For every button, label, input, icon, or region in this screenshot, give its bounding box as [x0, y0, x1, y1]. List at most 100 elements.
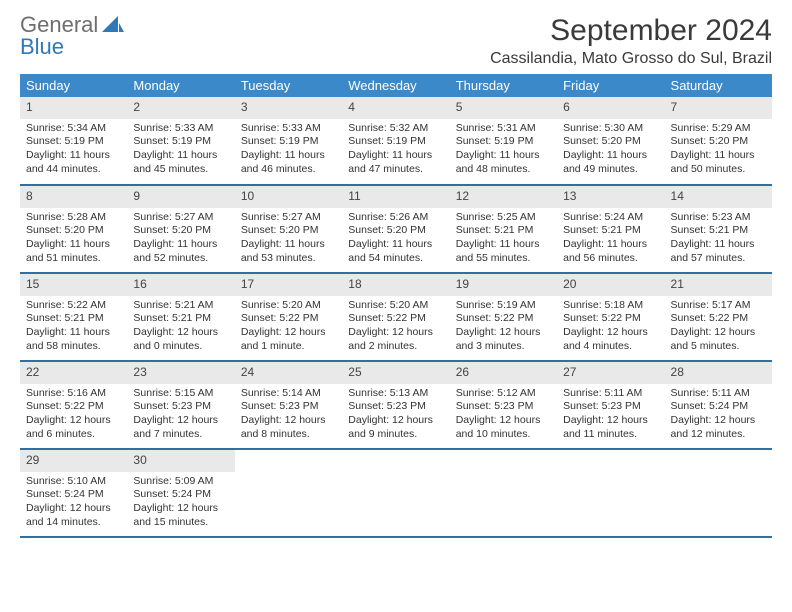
calendar-cell	[665, 449, 772, 537]
day-header: Monday	[127, 74, 234, 97]
sunrise-text: Sunrise: 5:20 AM	[241, 299, 336, 313]
daylight-text: Daylight: 12 hours and 0 minutes.	[133, 326, 228, 353]
cell-body: Sunrise: 5:20 AMSunset: 5:22 PMDaylight:…	[235, 296, 342, 360]
cell-body: Sunrise: 5:20 AMSunset: 5:22 PMDaylight:…	[342, 296, 449, 360]
cell-body: Sunrise: 5:22 AMSunset: 5:21 PMDaylight:…	[20, 296, 127, 360]
cell-body: Sunrise: 5:11 AMSunset: 5:24 PMDaylight:…	[665, 384, 772, 448]
calendar-cell: 4Sunrise: 5:32 AMSunset: 5:19 PMDaylight…	[342, 97, 449, 185]
sunset-text: Sunset: 5:22 PM	[456, 312, 551, 326]
calendar-week: 29Sunrise: 5:10 AMSunset: 5:24 PMDayligh…	[20, 449, 772, 537]
cell-body: Sunrise: 5:21 AMSunset: 5:21 PMDaylight:…	[127, 296, 234, 360]
day-number: 20	[557, 274, 664, 296]
sunset-text: Sunset: 5:21 PM	[563, 224, 658, 238]
sunrise-text: Sunrise: 5:28 AM	[26, 211, 121, 225]
daylight-text: Daylight: 11 hours and 57 minutes.	[671, 238, 766, 265]
daylight-text: Daylight: 12 hours and 5 minutes.	[671, 326, 766, 353]
cell-body: Sunrise: 5:12 AMSunset: 5:23 PMDaylight:…	[450, 384, 557, 448]
daylight-text: Daylight: 12 hours and 3 minutes.	[456, 326, 551, 353]
calendar-cell: 6Sunrise: 5:30 AMSunset: 5:20 PMDaylight…	[557, 97, 664, 185]
sunrise-text: Sunrise: 5:27 AM	[133, 211, 228, 225]
calendar-cell: 29Sunrise: 5:10 AMSunset: 5:24 PMDayligh…	[20, 449, 127, 537]
sunset-text: Sunset: 5:21 PM	[26, 312, 121, 326]
daylight-text: Daylight: 12 hours and 10 minutes.	[456, 414, 551, 441]
header: General Blue September 2024 Cassilandia,…	[20, 14, 772, 68]
day-header: Thursday	[450, 74, 557, 97]
day-number: 25	[342, 362, 449, 384]
sunrise-text: Sunrise: 5:13 AM	[348, 387, 443, 401]
calendar-week: 22Sunrise: 5:16 AMSunset: 5:22 PMDayligh…	[20, 361, 772, 449]
calendar-week: 15Sunrise: 5:22 AMSunset: 5:21 PMDayligh…	[20, 273, 772, 361]
day-number: 6	[557, 97, 664, 119]
sunset-text: Sunset: 5:23 PM	[456, 400, 551, 414]
sunset-text: Sunset: 5:22 PM	[348, 312, 443, 326]
calendar-cell: 11Sunrise: 5:26 AMSunset: 5:20 PMDayligh…	[342, 185, 449, 273]
calendar-body: 1Sunrise: 5:34 AMSunset: 5:19 PMDaylight…	[20, 97, 772, 537]
sunrise-text: Sunrise: 5:22 AM	[26, 299, 121, 313]
daylight-text: Daylight: 11 hours and 53 minutes.	[241, 238, 336, 265]
cell-body: Sunrise: 5:10 AMSunset: 5:24 PMDaylight:…	[20, 472, 127, 536]
sunrise-text: Sunrise: 5:20 AM	[348, 299, 443, 313]
sunset-text: Sunset: 5:19 PM	[348, 135, 443, 149]
logo-text-top: General	[20, 14, 98, 36]
calendar-cell: 30Sunrise: 5:09 AMSunset: 5:24 PMDayligh…	[127, 449, 234, 537]
cell-body: Sunrise: 5:17 AMSunset: 5:22 PMDaylight:…	[665, 296, 772, 360]
calendar-cell: 9Sunrise: 5:27 AMSunset: 5:20 PMDaylight…	[127, 185, 234, 273]
calendar-cell: 17Sunrise: 5:20 AMSunset: 5:22 PMDayligh…	[235, 273, 342, 361]
day-header: Tuesday	[235, 74, 342, 97]
daylight-text: Daylight: 11 hours and 47 minutes.	[348, 149, 443, 176]
calendar-cell: 27Sunrise: 5:11 AMSunset: 5:23 PMDayligh…	[557, 361, 664, 449]
logo-sail-icon	[102, 16, 124, 34]
day-number: 18	[342, 274, 449, 296]
sunset-text: Sunset: 5:24 PM	[26, 488, 121, 502]
day-number: 11	[342, 186, 449, 208]
sunrise-text: Sunrise: 5:23 AM	[671, 211, 766, 225]
sunrise-text: Sunrise: 5:09 AM	[133, 475, 228, 489]
sunrise-text: Sunrise: 5:10 AM	[26, 475, 121, 489]
calendar-cell: 22Sunrise: 5:16 AMSunset: 5:22 PMDayligh…	[20, 361, 127, 449]
day-header-row: SundayMondayTuesdayWednesdayThursdayFrid…	[20, 74, 772, 97]
cell-body: Sunrise: 5:25 AMSunset: 5:21 PMDaylight:…	[450, 208, 557, 272]
sunrise-text: Sunrise: 5:17 AM	[671, 299, 766, 313]
day-number: 24	[235, 362, 342, 384]
calendar-cell	[450, 449, 557, 537]
daylight-text: Daylight: 11 hours and 52 minutes.	[133, 238, 228, 265]
sunrise-text: Sunrise: 5:24 AM	[563, 211, 658, 225]
calendar-cell: 10Sunrise: 5:27 AMSunset: 5:20 PMDayligh…	[235, 185, 342, 273]
calendar-cell: 1Sunrise: 5:34 AMSunset: 5:19 PMDaylight…	[20, 97, 127, 185]
calendar-cell	[342, 449, 449, 537]
cell-body: Sunrise: 5:16 AMSunset: 5:22 PMDaylight:…	[20, 384, 127, 448]
daylight-text: Daylight: 11 hours and 49 minutes.	[563, 149, 658, 176]
day-number: 27	[557, 362, 664, 384]
day-number: 21	[665, 274, 772, 296]
calendar-week: 1Sunrise: 5:34 AMSunset: 5:19 PMDaylight…	[20, 97, 772, 185]
cell-body: Sunrise: 5:24 AMSunset: 5:21 PMDaylight:…	[557, 208, 664, 272]
calendar-cell: 2Sunrise: 5:33 AMSunset: 5:19 PMDaylight…	[127, 97, 234, 185]
sunset-text: Sunset: 5:20 PM	[26, 224, 121, 238]
calendar-cell: 12Sunrise: 5:25 AMSunset: 5:21 PMDayligh…	[450, 185, 557, 273]
day-number: 17	[235, 274, 342, 296]
calendar-cell: 15Sunrise: 5:22 AMSunset: 5:21 PMDayligh…	[20, 273, 127, 361]
sunset-text: Sunset: 5:19 PM	[241, 135, 336, 149]
sunrise-text: Sunrise: 5:19 AM	[456, 299, 551, 313]
day-number: 19	[450, 274, 557, 296]
sunrise-text: Sunrise: 5:18 AM	[563, 299, 658, 313]
day-number: 5	[450, 97, 557, 119]
day-number: 7	[665, 97, 772, 119]
logo: General Blue	[20, 14, 124, 58]
sunset-text: Sunset: 5:21 PM	[456, 224, 551, 238]
cell-body: Sunrise: 5:18 AMSunset: 5:22 PMDaylight:…	[557, 296, 664, 360]
daylight-text: Daylight: 12 hours and 4 minutes.	[563, 326, 658, 353]
daylight-text: Daylight: 12 hours and 6 minutes.	[26, 414, 121, 441]
day-header: Wednesday	[342, 74, 449, 97]
logo-text-bottom: Blue	[20, 36, 124, 58]
sunrise-text: Sunrise: 5:16 AM	[26, 387, 121, 401]
sunset-text: Sunset: 5:20 PM	[671, 135, 766, 149]
calendar-cell: 13Sunrise: 5:24 AMSunset: 5:21 PMDayligh…	[557, 185, 664, 273]
calendar-cell	[235, 449, 342, 537]
cell-body: Sunrise: 5:31 AMSunset: 5:19 PMDaylight:…	[450, 119, 557, 183]
day-number: 23	[127, 362, 234, 384]
daylight-text: Daylight: 11 hours and 50 minutes.	[671, 149, 766, 176]
cell-body: Sunrise: 5:13 AMSunset: 5:23 PMDaylight:…	[342, 384, 449, 448]
cell-body: Sunrise: 5:32 AMSunset: 5:19 PMDaylight:…	[342, 119, 449, 183]
cell-body: Sunrise: 5:27 AMSunset: 5:20 PMDaylight:…	[235, 208, 342, 272]
